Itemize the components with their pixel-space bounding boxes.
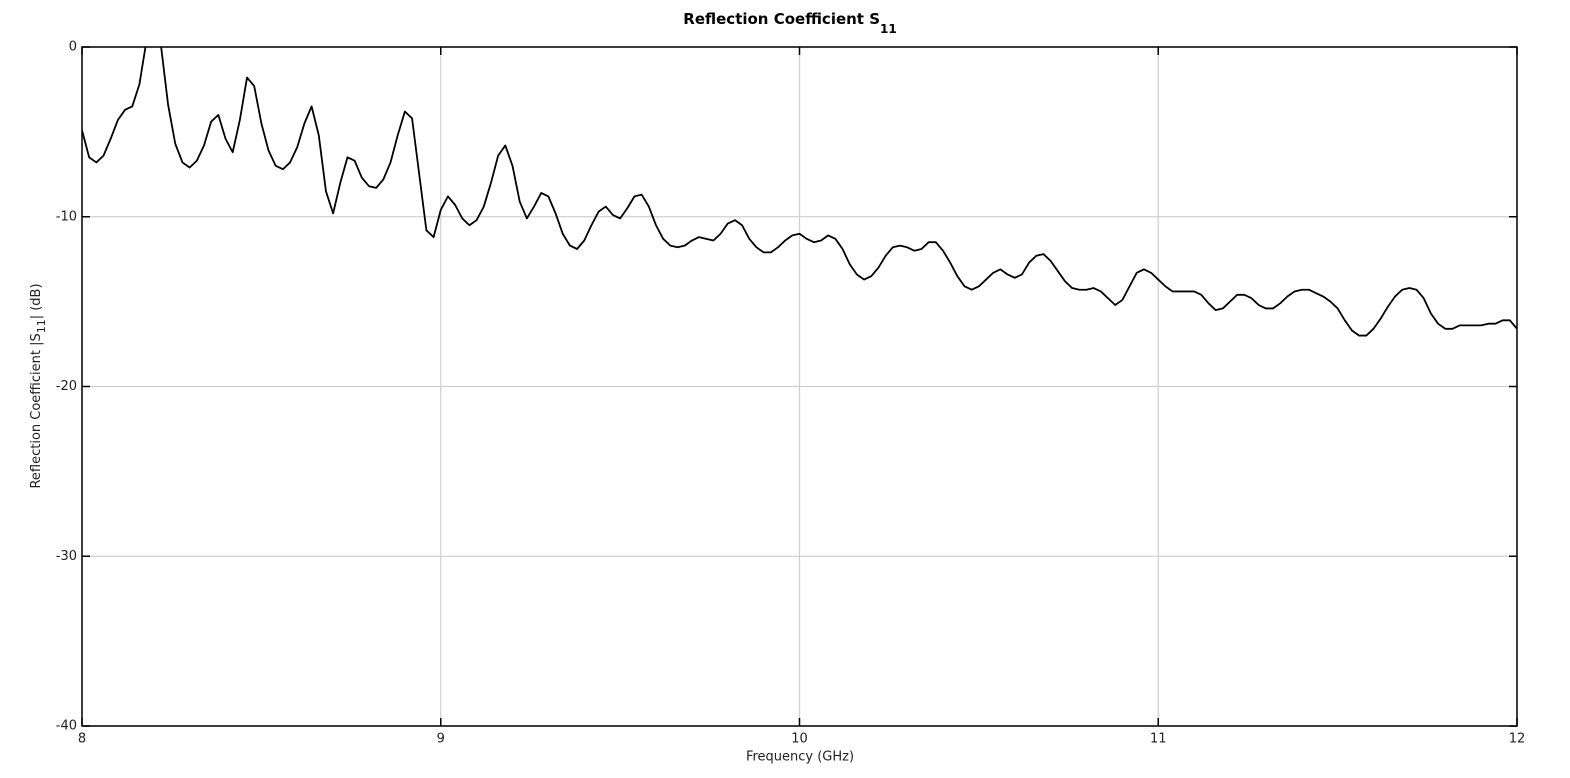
y-tick-label: -40: [56, 719, 77, 734]
y-tick-label: -30: [56, 549, 77, 564]
x-tick-label: 8: [78, 732, 86, 747]
plot-frame: [81, 46, 1518, 727]
y-axis-label: Reflection Coefficient |S11| (dB): [29, 283, 49, 488]
x-axis-label: Frequency (GHz): [746, 750, 854, 765]
y-tick-label: -10: [56, 209, 77, 224]
plot-area: [82, 47, 1517, 337]
y-label-end: | (dB): [29, 283, 44, 319]
x-tick-label: 12: [1509, 732, 1526, 747]
y-label-subscript: 11: [35, 319, 48, 333]
y-tick-label: -20: [56, 379, 77, 394]
title-main: Reflection Coefficient S: [683, 10, 880, 28]
title-subscript: 11: [880, 22, 897, 36]
y-tick-label: 0: [69, 40, 77, 55]
data-line: [82, 47, 1517, 337]
chart-title: Reflection Coefficient S11: [683, 10, 896, 36]
y-label-main: Reflection Coefficient |S: [29, 333, 44, 488]
x-tick-label: 11: [1150, 732, 1167, 747]
x-tick-label: 10: [791, 732, 808, 747]
x-tick-label: 9: [437, 732, 445, 747]
